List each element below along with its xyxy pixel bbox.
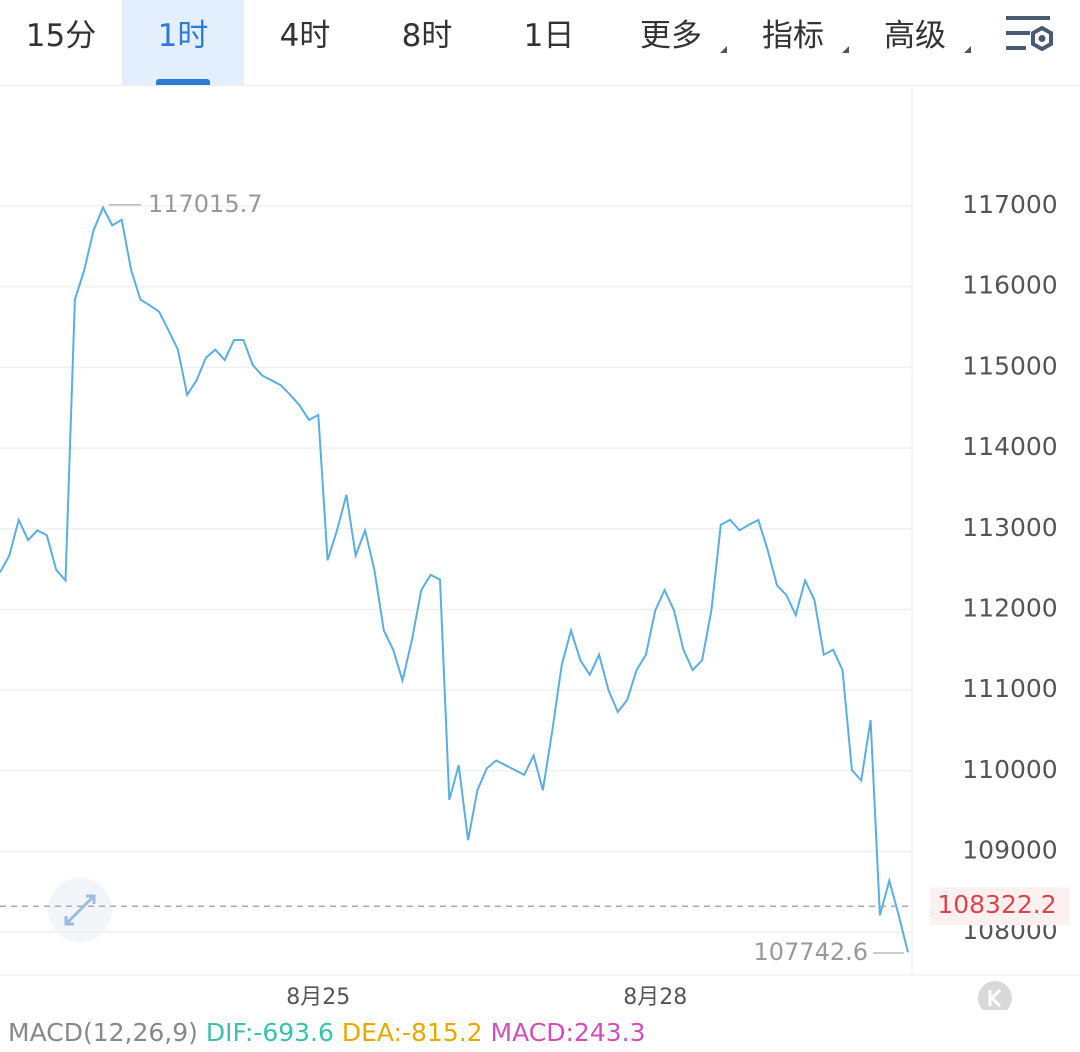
dif-value: DIF:-693.6 [205,1018,334,1047]
y-tick-label: 109000 [962,836,1057,865]
y-tick-label: 117000 [962,190,1057,219]
high-label: 117015.7 [148,190,263,218]
low-label: 107742.6 [754,938,869,966]
tab[interactable]: 15分 [25,18,97,54]
scroll-to-latest-button[interactable] [978,981,1012,1010]
tab[interactable]: 4时 [279,18,331,54]
dea-value: DEA:-815.2 [341,1018,483,1047]
tab[interactable]: 1时 [122,0,244,85]
expand-button[interactable] [48,878,112,942]
dropdown-caret [842,46,849,53]
y-tick-label: 115000 [962,351,1057,380]
indicator-name: MACD(12,26,9) [8,1018,198,1047]
last-price-box [930,887,1070,926]
macd-legend: MACD(12,26,9) DIF:-693.6 DEA:-815.2 MACD… [8,1018,645,1047]
settings-icon[interactable] [1006,16,1053,52]
tab[interactable]: 指标 [762,18,824,54]
dropdown-caret [964,46,971,53]
x-tick-label: 8月25 [286,985,350,1010]
y-tick-label: 113000 [962,513,1057,542]
x-tick-label: 8月28 [623,985,687,1010]
macd-value: MACD:243.3 [490,1018,646,1047]
tab[interactable]: 更多 [640,18,702,54]
last-price-label: 108322.2 [937,890,1056,919]
chart: 1080001090001100001110001120001130001140… [0,16,1080,1010]
y-tick-label: 111000 [962,674,1057,703]
y-tick-label: 114000 [962,432,1057,461]
tab[interactable]: 8时 [401,18,453,54]
y-tick-label: 112000 [962,593,1057,622]
dropdown-caret [720,46,727,53]
price-line [0,205,909,953]
tab[interactable]: 1日 [523,18,575,54]
tab[interactable]: 高级 [884,18,946,54]
y-tick-label: 116000 [962,271,1057,300]
y-tick-label: 110000 [962,755,1057,784]
timeframe-tabs: 15分 1时 4时 8时 1日 更多 指标 高级 [0,0,1080,86]
